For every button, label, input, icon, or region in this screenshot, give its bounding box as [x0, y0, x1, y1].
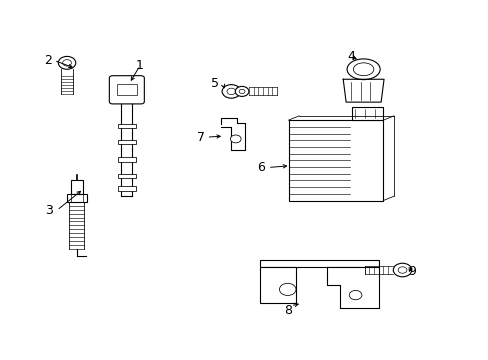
Text: 3: 3 [45, 204, 53, 217]
Bar [117, 123, 136, 128]
Text: 7: 7 [196, 131, 204, 144]
Ellipse shape [353, 63, 373, 76]
Text: 9: 9 [407, 265, 415, 278]
Circle shape [235, 86, 248, 96]
Circle shape [348, 291, 361, 300]
Circle shape [397, 267, 406, 273]
Circle shape [392, 263, 411, 277]
Text: 8: 8 [284, 304, 292, 317]
Bar [117, 84, 136, 95]
Bar [71, 180, 82, 194]
Bar [288, 120, 383, 201]
Bar [260, 267, 295, 303]
Text: 4: 4 [347, 50, 355, 63]
Bar [351, 107, 383, 120]
Bar [117, 140, 136, 144]
Bar [66, 194, 87, 202]
Circle shape [239, 89, 244, 94]
Circle shape [226, 88, 235, 95]
Circle shape [279, 283, 295, 296]
Text: 2: 2 [43, 54, 51, 67]
Circle shape [58, 57, 76, 69]
Text: 5: 5 [211, 77, 219, 90]
Bar [117, 174, 136, 178]
Circle shape [230, 135, 241, 143]
Circle shape [62, 60, 71, 66]
Bar [260, 260, 379, 267]
Polygon shape [343, 79, 383, 102]
Text: 6: 6 [257, 161, 265, 174]
Ellipse shape [346, 59, 379, 80]
Polygon shape [221, 118, 245, 150]
Polygon shape [326, 267, 379, 308]
Circle shape [222, 85, 240, 98]
Bar [117, 186, 136, 191]
Text: 1: 1 [136, 59, 143, 72]
FancyBboxPatch shape [109, 76, 144, 104]
Bar [117, 157, 136, 162]
